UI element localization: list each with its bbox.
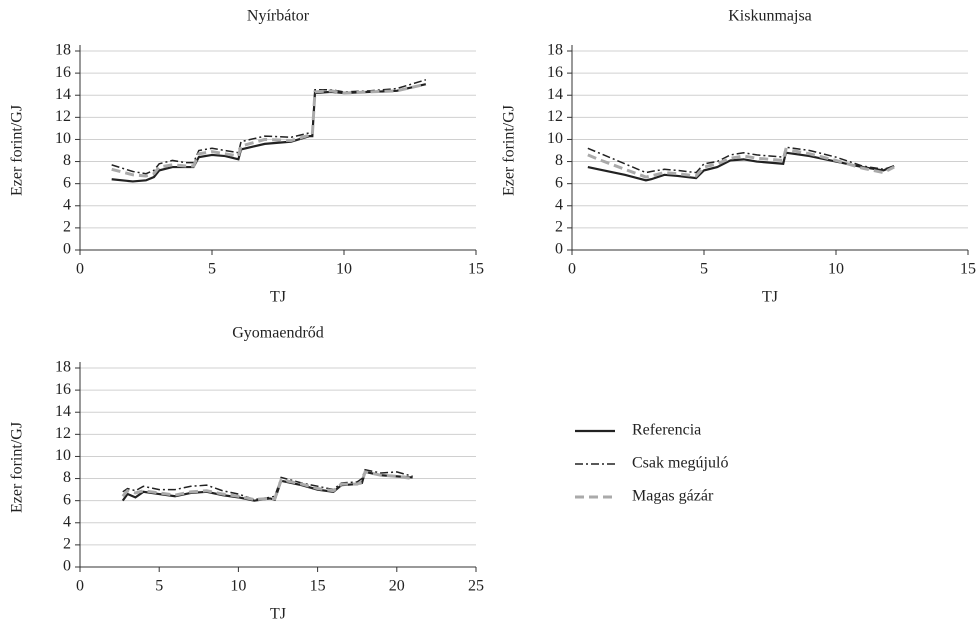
x-tick-label: 5 [208, 261, 216, 278]
y-tick-label: 14 [55, 403, 71, 420]
x-axis-label: TJ [270, 289, 286, 306]
y-axis-label: Ezer forint/GJ [9, 422, 26, 513]
x-tick-label: 10 [828, 261, 844, 278]
y-tick-label: 12 [55, 108, 71, 125]
x-axis-label: TJ [762, 289, 778, 306]
series-line [111, 82, 427, 178]
y-tick-label: 2 [555, 219, 563, 236]
series-line [587, 147, 895, 179]
y-tick-label: 0 [63, 241, 71, 258]
x-tick-label: 15 [310, 578, 326, 595]
chart-title: Kiskunmajsa [728, 8, 812, 25]
y-tick-label: 2 [63, 536, 71, 553]
y-axis-label: Ezer forint/GJ [501, 105, 518, 196]
x-tick-label: 25 [468, 578, 484, 595]
y-tick-label: 8 [63, 152, 71, 169]
y-tick-label: 18 [547, 42, 563, 59]
series-line [587, 146, 895, 174]
x-tick-label: 0 [76, 578, 84, 595]
series-line [587, 151, 895, 182]
x-tick-label: 5 [700, 261, 708, 278]
chart-title: Nyírbátor [247, 8, 310, 25]
y-tick-label: 4 [63, 513, 71, 530]
y-tick-label: 6 [63, 174, 71, 191]
legend-label: Magas gázár [632, 488, 714, 505]
x-axis-label: TJ [270, 606, 286, 623]
series-line [121, 470, 413, 502]
y-tick-label: 10 [55, 130, 71, 147]
y-tick-label: 14 [547, 86, 563, 103]
y-tick-label: 14 [55, 86, 71, 103]
y-tick-label: 12 [547, 108, 563, 125]
y-tick-label: 10 [547, 130, 563, 147]
x-tick-label: 15 [960, 261, 976, 278]
series-line [111, 79, 427, 175]
x-tick-label: 10 [230, 578, 246, 595]
series-line [122, 468, 413, 501]
x-tick-label: 0 [76, 261, 84, 278]
x-tick-label: 15 [468, 261, 484, 278]
y-tick-label: 18 [55, 42, 71, 59]
y-tick-label: 16 [55, 64, 71, 81]
x-tick-label: 20 [389, 578, 405, 595]
x-tick-label: 0 [568, 261, 576, 278]
y-tick-label: 0 [555, 241, 563, 258]
series-line [111, 83, 427, 183]
y-tick-label: 16 [55, 381, 71, 398]
y-tick-label: 6 [63, 491, 71, 508]
y-tick-label: 18 [55, 359, 71, 376]
series-line [121, 470, 413, 502]
y-tick-label: 12 [55, 425, 71, 442]
legend-label: Csak megújuló [632, 455, 728, 472]
y-tick-label: 8 [555, 152, 563, 169]
x-tick-label: 5 [155, 578, 163, 595]
y-tick-label: 2 [63, 219, 71, 236]
y-tick-label: 16 [547, 64, 563, 81]
legend-label: Referencia [632, 422, 701, 439]
y-tick-label: 0 [63, 558, 71, 575]
y-tick-label: 8 [63, 469, 71, 486]
y-tick-label: 4 [555, 196, 563, 213]
chart-title: Gyomaendrőd [232, 325, 324, 342]
y-tick-label: 10 [55, 447, 71, 464]
y-axis-label: Ezer forint/GJ [9, 105, 26, 196]
x-tick-label: 10 [336, 261, 352, 278]
y-tick-label: 4 [63, 196, 71, 213]
y-tick-label: 6 [555, 174, 563, 191]
